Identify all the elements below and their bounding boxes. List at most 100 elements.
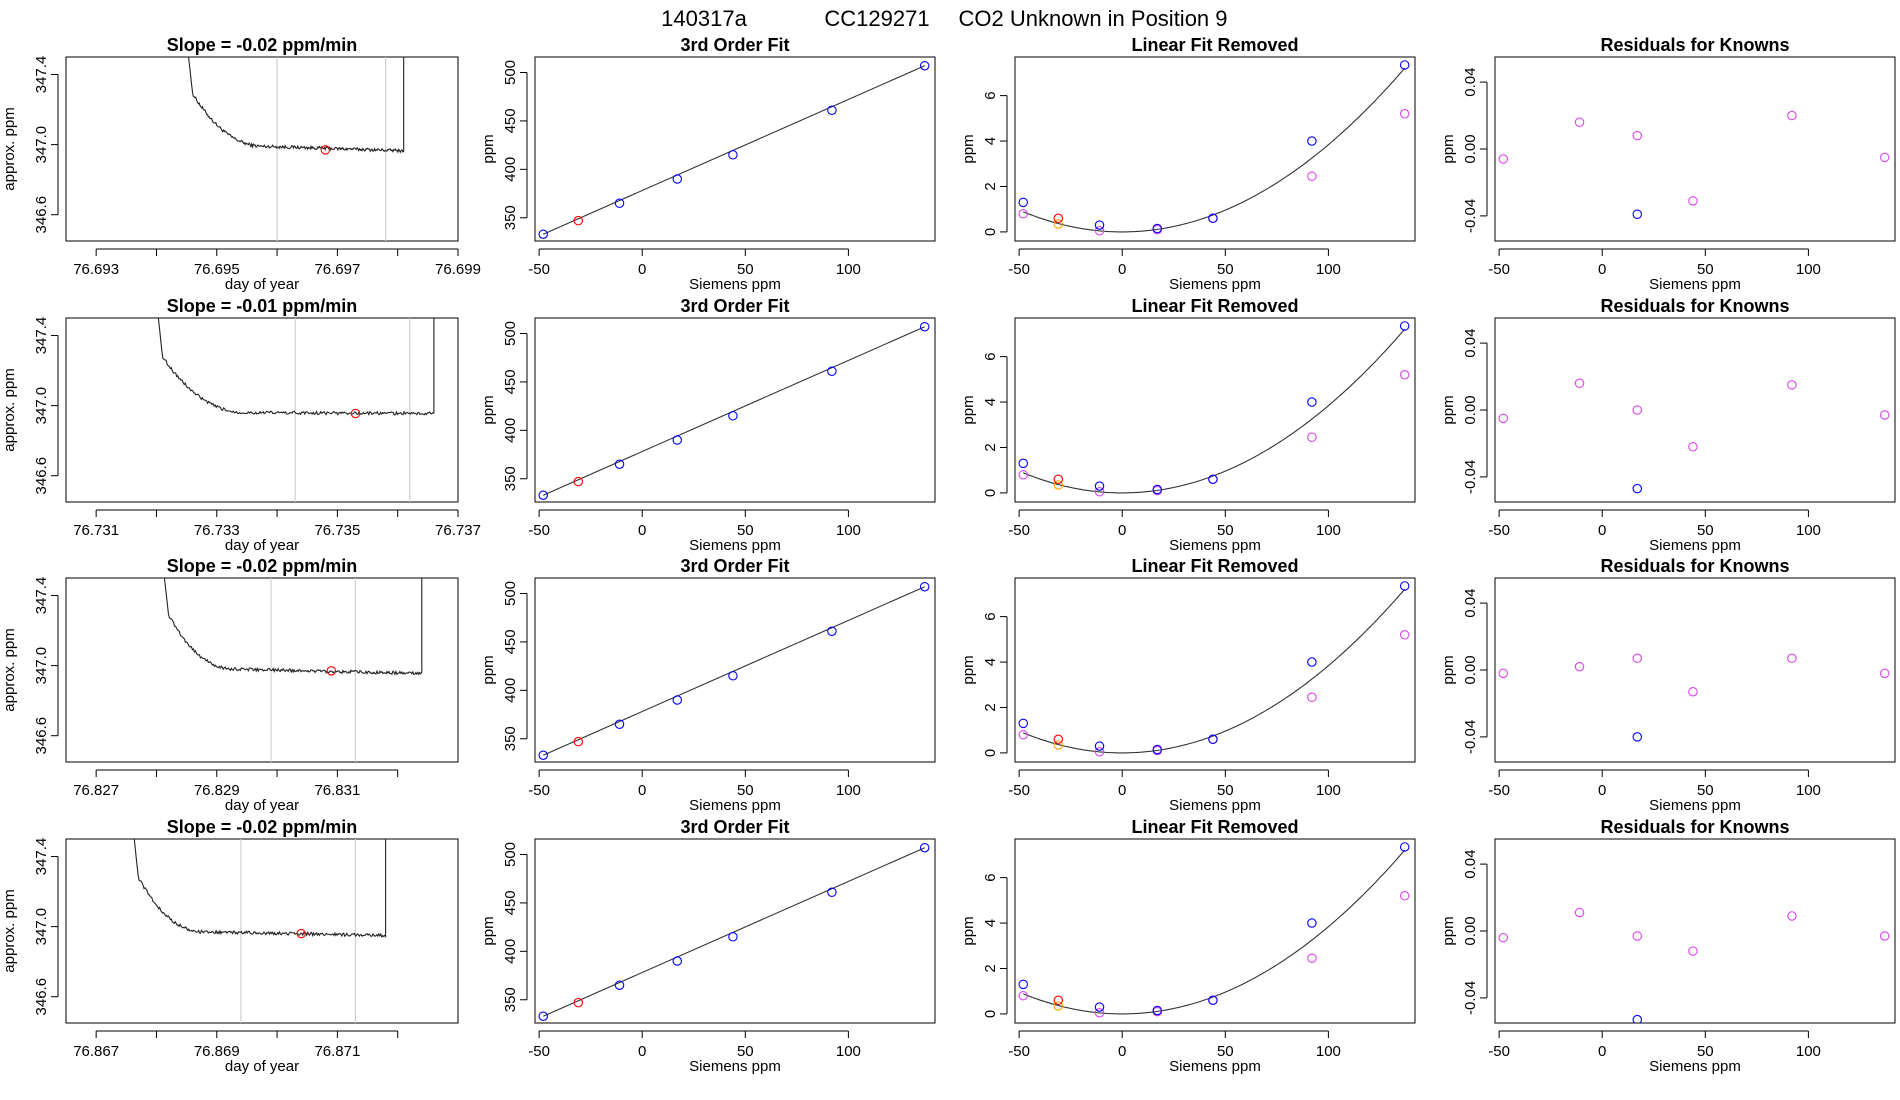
known-point [1094,220,1105,230]
y-tick-label: 0 [982,489,999,497]
x-tick-label: 50 [737,261,754,278]
known-point [1208,734,1218,745]
residual-point [1787,110,1797,121]
plot-area [1498,653,1890,742]
y-tick-label: 450 [502,369,519,394]
alt-fit-point [1018,990,1028,1001]
residual-point [1688,196,1698,206]
panel-trace-4: Slope = -0.02 ppm/min 76.867 76.869 76.871 d… [1,817,459,1075]
unknown-point [1053,734,1064,745]
y-tick-label: 346.6 [33,717,50,755]
residual-point [1632,130,1643,141]
y-tick-label: 2 [982,443,999,451]
y-tick-label: 0.04 [1462,67,1479,96]
unknown-point [573,736,584,747]
curvature-fit-line [1022,849,1406,1015]
known-residual-point [1632,483,1643,494]
known-point [672,174,683,184]
x-tick-label: -50 [528,522,550,539]
x-tick-label: -50 [528,1043,550,1060]
y-tick-label: 347.0 [33,126,50,164]
page-title: 140317a CC129271 CO2 Unknown in Position… [661,6,1227,31]
known-point [1094,741,1105,751]
known-point [1307,918,1317,928]
x-tick-label: 50 [1217,261,1234,278]
alt-fit-point [1307,432,1317,443]
known-point [538,1011,548,1021]
y-tick-label: 4 [982,919,999,927]
residual-point [1879,152,1890,163]
y-tick-label: 0.00 [1462,655,1479,684]
analyzer-trace-line [163,578,423,676]
plot-frame [534,317,936,503]
chart-title: 3rd Order Fit [680,556,789,576]
y-tick-label: 350 [502,987,519,1012]
y-tick-label: 2 [982,964,999,972]
known-point [1208,474,1218,485]
chart-title: Linear Fit Removed [1131,35,1298,55]
chart-title: Slope = -0.02 ppm/min [167,817,358,837]
alt-fit-point [1094,1008,1105,1018]
curvature-fit-line [1022,588,1406,754]
panel-linear_removed-4: Linear Fit Removed -50 0 50 100 Siemens ppm 0 2… [960,817,1416,1075]
chart-title: Residuals for Knowns [1600,817,1789,837]
y-axis-label: ppm [480,395,497,424]
known-point [1152,1005,1163,1016]
known-point [614,198,625,208]
x-tick-label: 50 [1697,1043,1714,1060]
x-tick-label: 0 [638,522,646,539]
alt-fit-point [1307,171,1317,182]
unknown-point [1053,995,1064,1006]
plot-area [1018,60,1410,236]
x-axis-label: Siemens ppm [689,797,781,814]
known-point [1307,136,1317,146]
chart-title: Linear Fit Removed [1131,817,1298,837]
residual-point [1574,117,1585,127]
chart-title: Residuals for Knowns [1600,35,1789,55]
alt-fit-point [1094,487,1105,497]
x-tick-label: 76.735 [314,522,360,539]
alt-unknown-point [1053,740,1064,750]
y-axis-label: approx. ppm [1,628,18,711]
x-tick-label: 76.869 [194,1043,240,1060]
y-axis-label: ppm [960,134,977,163]
x-axis-label: day of year [225,1058,299,1075]
plot-area [157,318,435,502]
chart-title: Residuals for Knowns [1600,296,1789,316]
known-point [827,887,837,898]
x-tick-label: 50 [1217,1043,1234,1060]
x-axis-label: Siemens ppm [1649,276,1741,293]
chart-title: 3rd Order Fit [680,817,789,837]
x-tick-label: -50 [1488,261,1510,278]
y-axis-label: ppm [1440,395,1457,424]
alt-fit-point [1399,630,1410,640]
y-axis-label: approx. ppm [1,368,18,451]
unknown-mean-point [320,145,331,155]
known-point [614,980,625,990]
run-id: 140317a [661,6,747,31]
y-tick-label: 347.0 [33,647,50,685]
plot-frame [65,317,459,503]
chart-title: Slope = -0.01 ppm/min [167,296,358,316]
plot-area [538,581,930,760]
known-point [1152,744,1163,755]
x-tick-label: -50 [528,261,550,278]
y-tick-label: 500 [502,321,519,346]
y-tick-label: 6 [982,612,999,620]
x-tick-label: 100 [836,1043,861,1060]
alt-fit-point [1018,469,1028,480]
plot-area [538,60,930,239]
y-tick-label: 0.04 [1462,849,1479,878]
curvature-fit-line [1022,67,1406,233]
y-tick-label: 0.00 [1462,134,1479,163]
x-tick-label: -50 [1008,522,1030,539]
x-axis-label: Siemens ppm [1169,1058,1261,1075]
x-axis-label: day of year [225,276,299,293]
x-tick-label: -50 [1488,782,1510,799]
x-axis-label: Siemens ppm [1169,537,1261,554]
alt-unknown-point [1053,480,1064,490]
plot-area [1018,842,1410,1018]
y-tick-label: 4 [982,398,999,406]
x-axis-label: Siemens ppm [1169,276,1261,293]
plot-area [1498,378,1890,494]
